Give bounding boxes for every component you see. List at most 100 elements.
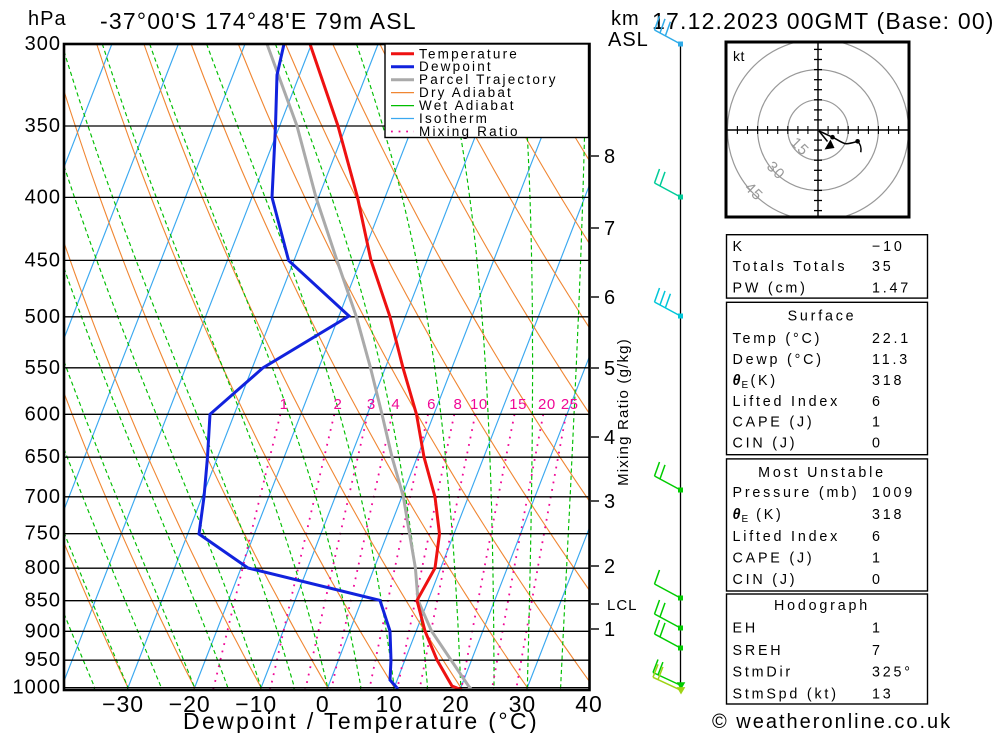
svg-text:Isotherm: Isotherm — [419, 111, 489, 126]
svg-text:500: 500 — [25, 306, 61, 328]
svg-text:StmDir: StmDir — [733, 665, 793, 681]
svg-text:8: 8 — [453, 396, 462, 413]
svg-text:20: 20 — [442, 691, 470, 717]
svg-text:θ: θ — [733, 507, 744, 523]
svg-text:850: 850 — [25, 590, 61, 612]
svg-text:Totals Totals: Totals Totals — [733, 259, 848, 275]
svg-text:35: 35 — [872, 259, 894, 275]
svg-text:300: 300 — [25, 33, 61, 55]
svg-text:CIN (J): CIN (J) — [733, 436, 798, 452]
svg-text:−10: −10 — [235, 691, 277, 717]
svg-text:−20: −20 — [169, 691, 211, 717]
svg-text:950: 950 — [25, 649, 61, 671]
svg-text:10: 10 — [470, 396, 488, 413]
svg-text:kt: kt — [733, 48, 745, 64]
svg-text:1000: 1000 — [13, 677, 62, 699]
svg-text:CAPE (J): CAPE (J) — [733, 551, 815, 567]
svg-text:PW (cm): PW (cm) — [733, 280, 808, 296]
svg-text:0: 0 — [316, 691, 330, 717]
svg-text:CIN (J): CIN (J) — [733, 572, 798, 588]
svg-text:8: 8 — [604, 146, 615, 168]
svg-text:7: 7 — [872, 643, 883, 659]
svg-text:Hodograph: Hodograph — [774, 598, 870, 614]
svg-text:400: 400 — [25, 186, 61, 208]
svg-text:1: 1 — [872, 621, 883, 637]
svg-text:30: 30 — [509, 691, 537, 717]
svg-text:(K): (K) — [751, 507, 784, 523]
svg-text:1: 1 — [872, 415, 883, 431]
svg-text:−30: −30 — [102, 691, 144, 717]
svg-text:17.12.2023 00GMT (Base: 00): 17.12.2023 00GMT (Base: 00) — [652, 8, 995, 34]
svg-text:800: 800 — [25, 557, 61, 579]
svg-text:1: 1 — [872, 551, 883, 567]
svg-text:θ: θ — [733, 373, 744, 389]
svg-text:Dry Adiabat: Dry Adiabat — [419, 85, 513, 100]
svg-text:6: 6 — [872, 529, 883, 545]
svg-text:Parcel Trajectory: Parcel Trajectory — [419, 72, 558, 87]
svg-text:650: 650 — [25, 446, 61, 468]
svg-text:K: K — [733, 239, 745, 255]
svg-text:StmSpd (kt): StmSpd (kt) — [733, 687, 839, 703]
svg-text:350: 350 — [25, 115, 61, 137]
svg-text:E: E — [742, 380, 751, 391]
svg-text:Lifted Index: Lifted Index — [733, 529, 841, 545]
svg-text:1009: 1009 — [872, 485, 915, 501]
svg-text:Pressure (mb): Pressure (mb) — [733, 485, 860, 501]
svg-text:© weatheronline.co.uk: © weatheronline.co.uk — [712, 711, 952, 733]
svg-text:5: 5 — [604, 358, 615, 380]
svg-text:6: 6 — [427, 396, 436, 413]
svg-text:km: km — [611, 8, 640, 30]
svg-text:−10: −10 — [872, 239, 905, 255]
svg-text:1: 1 — [604, 619, 615, 641]
svg-text:750: 750 — [25, 523, 61, 545]
svg-text:10: 10 — [376, 691, 404, 717]
svg-text:15: 15 — [787, 134, 812, 159]
svg-text:6: 6 — [872, 394, 883, 410]
svg-text:3: 3 — [367, 396, 376, 413]
svg-text:Dewpoint: Dewpoint — [419, 59, 493, 74]
svg-text:CAPE (J): CAPE (J) — [733, 415, 815, 431]
svg-text:Temp (°C): Temp (°C) — [733, 331, 823, 347]
svg-text:-37°00'S 174°48'E 79m ASL: -37°00'S 174°48'E 79m ASL — [100, 8, 417, 34]
svg-text:Lifted Index: Lifted Index — [733, 394, 841, 410]
svg-text:Surface: Surface — [788, 309, 857, 325]
svg-text:1.47: 1.47 — [872, 280, 911, 296]
svg-text:Most Unstable: Most Unstable — [758, 465, 886, 481]
svg-text:ASL: ASL — [608, 29, 649, 51]
svg-text:Mixing Ratio (g/kg): Mixing Ratio (g/kg) — [615, 338, 632, 486]
svg-text:318: 318 — [872, 507, 904, 523]
svg-text:22.1: 22.1 — [872, 331, 911, 347]
svg-text:LCL: LCL — [607, 597, 638, 614]
svg-text:Dewp (°C): Dewp (°C) — [733, 352, 824, 368]
svg-text:20: 20 — [538, 396, 556, 413]
svg-text:hPa: hPa — [28, 8, 67, 30]
svg-text:550: 550 — [25, 357, 61, 379]
svg-text:3: 3 — [604, 491, 615, 513]
svg-text:Dewpoint / Temperature (°C): Dewpoint / Temperature (°C) — [183, 708, 539, 733]
svg-text:Mixing Ratio: Mixing Ratio — [419, 124, 520, 139]
svg-text:900: 900 — [25, 620, 61, 642]
svg-text:13: 13 — [872, 687, 894, 703]
svg-text:15: 15 — [509, 396, 527, 413]
svg-text:4: 4 — [391, 396, 400, 413]
svg-text:Wet Adiabat: Wet Adiabat — [419, 98, 516, 113]
svg-text:600: 600 — [25, 403, 61, 425]
svg-text:6: 6 — [604, 287, 615, 309]
svg-text:700: 700 — [25, 486, 61, 508]
svg-text:SREH: SREH — [733, 643, 784, 659]
svg-text:2: 2 — [604, 556, 615, 578]
svg-text:Temperature: Temperature — [419, 46, 519, 61]
svg-text:4: 4 — [604, 427, 615, 449]
svg-text:11.3: 11.3 — [872, 352, 910, 368]
svg-text:EH: EH — [733, 621, 758, 637]
svg-text:40: 40 — [575, 691, 603, 717]
svg-text:0: 0 — [872, 436, 883, 452]
svg-text:325°: 325° — [872, 665, 913, 681]
svg-text:318: 318 — [872, 373, 904, 389]
svg-text:7: 7 — [604, 218, 615, 240]
svg-text:E: E — [742, 514, 751, 525]
svg-text:25: 25 — [561, 396, 579, 413]
svg-text:0: 0 — [872, 572, 883, 588]
svg-text:1: 1 — [280, 396, 289, 413]
svg-text:(K): (K) — [751, 373, 778, 389]
